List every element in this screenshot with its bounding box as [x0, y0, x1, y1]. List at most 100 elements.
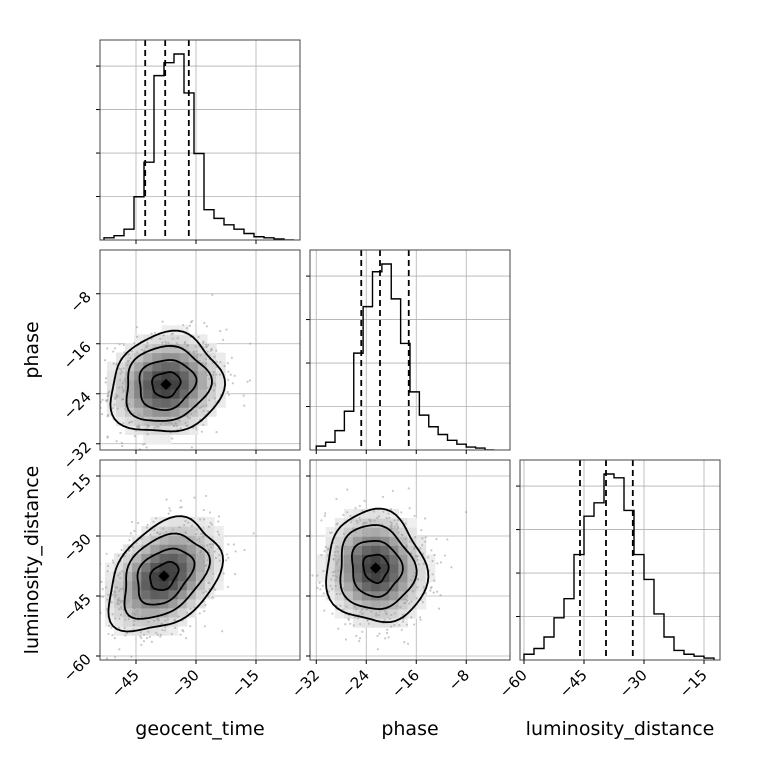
density-cell [125, 379, 135, 390]
panel-content [100, 494, 255, 660]
scatter-point [100, 580, 103, 584]
density-cell [150, 516, 161, 527]
scatter-point [115, 363, 118, 366]
scatter-point [351, 527, 354, 530]
scatter-point [136, 521, 140, 525]
histogram-geocent_time [103, 53, 294, 240]
x-tick-label: −32 [288, 666, 323, 701]
scatter-point [383, 618, 386, 621]
density-cell [343, 545, 354, 555]
scatter-point [194, 426, 197, 429]
scatter-point [384, 610, 387, 613]
scatter-point [94, 365, 96, 367]
scatter-point [150, 332, 153, 335]
scatter-point [175, 342, 178, 345]
scatter-point [155, 425, 159, 428]
scatter-point [131, 605, 134, 608]
scatter-point [205, 544, 209, 547]
scatter-point [116, 586, 119, 589]
scatter-point [331, 571, 335, 574]
scatter-point [135, 335, 139, 338]
density-cell [334, 599, 345, 610]
density-cell [380, 599, 390, 610]
density-cell [159, 562, 170, 573]
scatter-point [207, 343, 210, 346]
density-cell [334, 518, 345, 528]
scatter-point [219, 330, 222, 333]
scatter-point [118, 617, 121, 620]
contour-level-3 [325, 507, 430, 624]
scatter-point [322, 592, 325, 595]
scatter-point [164, 619, 167, 622]
scatter-point [397, 531, 400, 534]
density-cell [361, 563, 372, 574]
scatter-point [114, 617, 117, 620]
scatter-point [162, 334, 165, 337]
scatter-point [210, 546, 213, 549]
scatter-point [131, 612, 134, 615]
density-cell [398, 618, 409, 628]
scatter-point [337, 627, 340, 630]
scatter-point [174, 422, 177, 425]
scatter-point [435, 537, 438, 541]
density-cell [352, 581, 363, 592]
scatter-point [204, 603, 207, 607]
density-cell [150, 626, 161, 636]
density-cell [416, 536, 427, 546]
scatter-point [217, 533, 221, 536]
density-cell [168, 571, 179, 582]
density-cell [106, 370, 117, 381]
scatter-point [184, 519, 187, 523]
scatter-point [336, 560, 339, 564]
density-cell [416, 581, 427, 592]
scatter-point [322, 569, 325, 573]
density-cell [170, 361, 181, 372]
density-cell [352, 536, 363, 546]
scatter-point [133, 342, 136, 345]
scatter-point [140, 643, 143, 647]
x-axis-title-luminosity_distance: luminosity_distance [526, 718, 715, 740]
density-cell [316, 572, 327, 583]
scatter-point [338, 558, 341, 561]
density-cell [152, 334, 163, 345]
density-cell [195, 526, 206, 536]
scatter-point [342, 513, 345, 516]
density-cell [114, 626, 124, 636]
scatter-point [362, 521, 365, 524]
density-cell [161, 325, 172, 335]
panel-content [315, 250, 495, 450]
density-cell [143, 388, 153, 399]
scatter-point [417, 563, 421, 566]
density-cell [361, 527, 372, 537]
density-cell [179, 370, 190, 381]
scatter-point [112, 593, 115, 596]
density-cell [168, 626, 179, 636]
scatter-point [424, 592, 427, 595]
scatter-point [439, 594, 442, 597]
scatter-point [363, 499, 366, 503]
scatter-point [389, 525, 392, 528]
panel-frame [309, 459, 511, 661]
density-cell [161, 370, 172, 381]
density-cell [380, 572, 390, 583]
scatter-point [119, 599, 122, 603]
scatter-point [118, 608, 121, 611]
scatter-point [361, 630, 364, 633]
scatter-point [358, 516, 361, 519]
density-cell [134, 334, 144, 345]
density-cell [416, 572, 427, 583]
density-cell [186, 516, 197, 527]
scatter-point [95, 410, 97, 412]
panel-geocent_time-vs-phase [94, 249, 301, 454]
density-cell [361, 599, 372, 610]
density-cell [380, 590, 390, 601]
scatter-point [391, 489, 394, 492]
density-cell [116, 388, 126, 399]
scatter-point [145, 345, 148, 349]
scatter-point [376, 516, 379, 519]
density-cell [216, 398, 226, 408]
scatter-point [113, 590, 117, 593]
scatter-point [375, 614, 378, 617]
scatter-point [110, 601, 113, 604]
density-cell [168, 607, 179, 618]
